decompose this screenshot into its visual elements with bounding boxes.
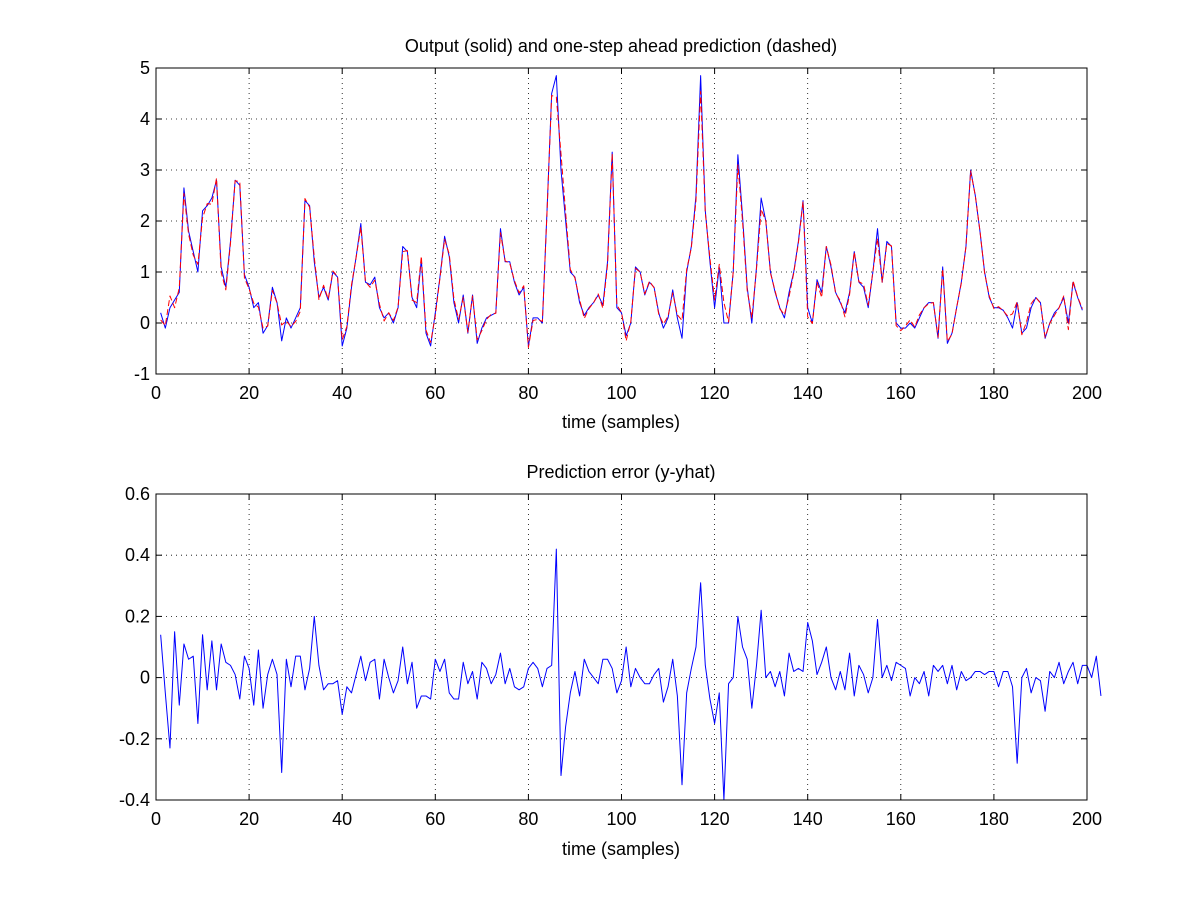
y-tick-label: 0 [140,668,150,688]
x-tick-label: 60 [425,383,445,403]
x-tick-label: 160 [886,383,916,403]
x-axis-label: time (samples) [562,412,680,432]
x-tick-label: 120 [700,809,730,829]
x-tick-label: 160 [886,809,916,829]
y-tick-label: -1 [134,364,150,384]
y-tick-label: 0.6 [125,484,150,504]
y-tick-label: 3 [140,160,150,180]
plot-title: Output (solid) and one-step ahead predic… [405,36,837,56]
x-tick-label: 20 [239,383,259,403]
x-tick-label: 200 [1072,809,1102,829]
x-tick-label: 20 [239,809,259,829]
x-tick-label: 0 [151,809,161,829]
y-tick-label: 0.4 [125,545,150,565]
y-tick-label: 0.2 [125,606,150,626]
x-tick-label: 40 [332,383,352,403]
x-axis-label: time (samples) [562,839,680,859]
x-tick-label: 40 [332,809,352,829]
axes-frame [155,67,1088,375]
x-tick-label: 60 [425,809,445,829]
x-tick-label: 100 [606,809,636,829]
y-tick-label: -0.2 [119,729,150,749]
output-series-line [160,75,1083,347]
y-tick-label: 2 [140,211,150,231]
x-tick-label: 200 [1072,383,1102,403]
y-tick-label: 0 [140,313,150,333]
x-tick-label: 120 [700,383,730,403]
x-tick-label: 140 [793,383,823,403]
x-tick-label: 100 [606,383,636,403]
y-tick-label: 5 [140,58,150,78]
output-prediction-plot: Output (solid) and one-step ahead predic… [134,36,1102,432]
x-tick-label: 80 [518,383,538,403]
error-series-line [160,548,1102,801]
prediction-error-plot: Prediction error (y-yhat) time (samples)… [119,462,1102,859]
y-tick-label: -0.4 [119,790,150,810]
x-tick-label: 80 [518,809,538,829]
x-tick-label: 140 [793,809,823,829]
x-tick-label: 0 [151,383,161,403]
plot-title: Prediction error (y-yhat) [526,462,715,482]
y-tick-label: 1 [140,262,150,282]
x-tick-label: 180 [979,809,1009,829]
x-tick-label: 180 [979,383,1009,403]
axes-frame [155,493,1088,801]
y-tick-label: 4 [140,109,150,129]
